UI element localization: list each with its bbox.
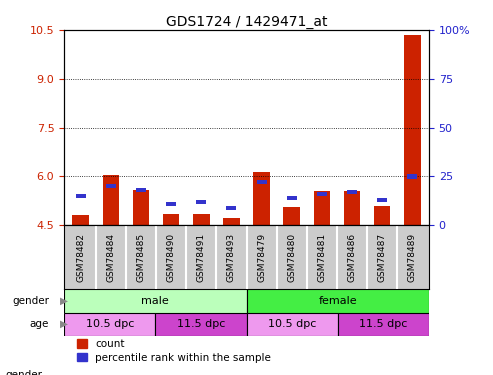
Text: GSM78479: GSM78479 [257, 233, 266, 282]
Bar [103, 175, 119, 225]
Bar [287, 196, 297, 200]
Bar [133, 190, 149, 225]
Bar [374, 206, 390, 225]
Bar [256, 180, 267, 184]
Text: male: male [141, 296, 169, 306]
Text: 11.5 dpc: 11.5 dpc [359, 319, 408, 329]
Bar [317, 192, 327, 196]
Text: GSM78487: GSM78487 [378, 233, 387, 282]
Text: female: female [318, 296, 357, 306]
Text: age: age [30, 319, 49, 329]
Bar [163, 214, 179, 225]
Bar [407, 174, 417, 178]
Bar [283, 207, 300, 225]
Bar [136, 188, 146, 192]
Legend: count, percentile rank within the sample: count, percentile rank within the sample [76, 339, 271, 363]
Text: GSM78489: GSM78489 [408, 233, 417, 282]
Bar [196, 200, 206, 204]
Text: gender: gender [5, 370, 42, 375]
Bar [223, 218, 240, 225]
Bar [226, 206, 237, 210]
Bar [193, 214, 210, 225]
Bar [404, 35, 421, 225]
Bar [64, 313, 155, 336]
Text: GSM78481: GSM78481 [317, 233, 326, 282]
Bar [253, 172, 270, 225]
Bar [344, 191, 360, 225]
Text: gender: gender [12, 296, 49, 306]
Bar [377, 198, 387, 202]
Bar [347, 190, 357, 194]
Text: ▶: ▶ [60, 296, 68, 306]
Bar [314, 191, 330, 225]
Bar [72, 214, 89, 225]
Bar [64, 290, 246, 313]
Bar [76, 194, 86, 198]
Text: GSM78491: GSM78491 [197, 233, 206, 282]
Text: GSM78493: GSM78493 [227, 233, 236, 282]
Text: GSM78480: GSM78480 [287, 233, 296, 282]
Text: 10.5 dpc: 10.5 dpc [85, 319, 134, 329]
Text: GSM78490: GSM78490 [167, 233, 176, 282]
Bar [246, 290, 429, 313]
Text: ▶: ▶ [60, 319, 68, 329]
Text: GSM78485: GSM78485 [137, 233, 145, 282]
Bar [155, 313, 246, 336]
Text: GSM78482: GSM78482 [76, 233, 85, 282]
Text: GSM78484: GSM78484 [106, 233, 115, 282]
Bar [106, 184, 116, 188]
Bar [246, 313, 338, 336]
Title: GDS1724 / 1429471_at: GDS1724 / 1429471_at [166, 15, 327, 29]
Bar [338, 313, 429, 336]
Text: 10.5 dpc: 10.5 dpc [268, 319, 317, 329]
Bar [166, 202, 176, 206]
Text: 11.5 dpc: 11.5 dpc [176, 319, 225, 329]
Text: GSM78486: GSM78486 [348, 233, 356, 282]
